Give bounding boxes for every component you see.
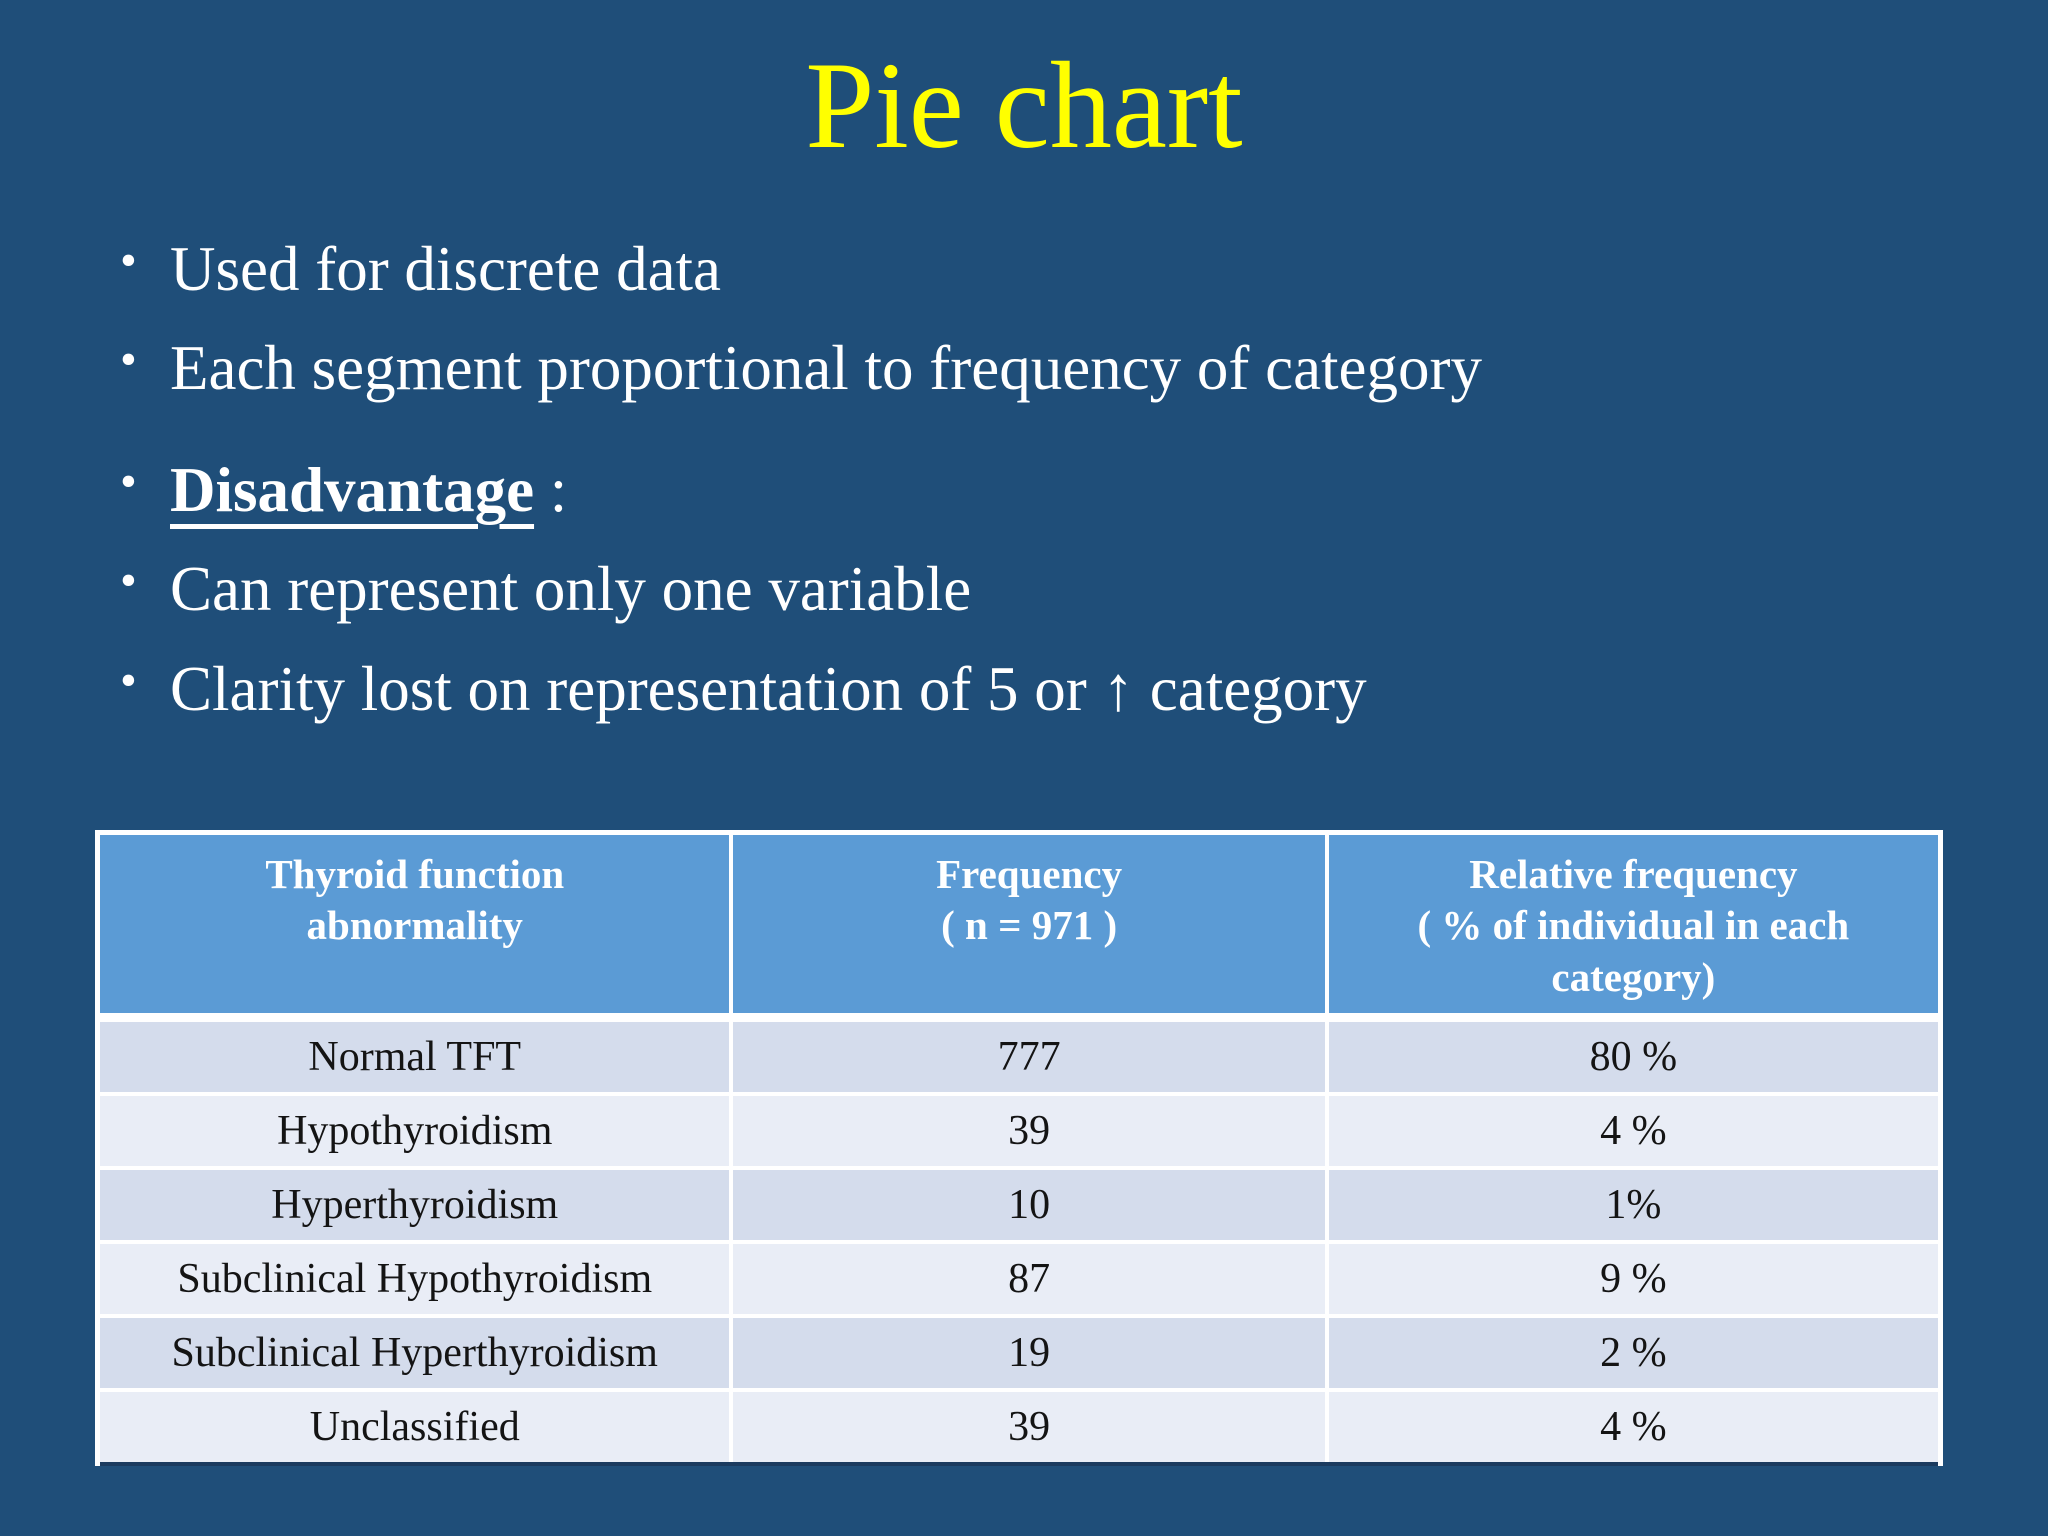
column-header-relative-frequency: Relative frequency ( % of individual in … (1324, 830, 1943, 1022)
table-cell: 1% (1324, 1165, 1943, 1244)
bullet-text: Used for discrete data (170, 234, 722, 304)
table-cell: 2 % (1324, 1313, 1943, 1392)
bullet-text: Can represent only one variable (170, 554, 972, 625)
table-row: Hypothyroidism 39 4 % (95, 1091, 1943, 1170)
table-cell: 39 (729, 1387, 1329, 1466)
bullet-item: Can represent only one variable (118, 556, 1938, 622)
column-header-frequency: Frequency ( n = 971 ) (729, 830, 1329, 1022)
bullet-item: Each segment proportional to frequency o… (118, 335, 1938, 401)
table-cell: 39 (729, 1091, 1329, 1170)
thyroid-frequency-table: Thyroid function abnormality Frequency (… (95, 830, 1943, 1466)
bullet-item: Used for discrete data (118, 236, 1938, 302)
page-title: Pie chart (805, 37, 1243, 174)
table-cell: 4 % (1324, 1387, 1943, 1466)
table-cell: Unclassified (95, 1387, 734, 1466)
table-row: Subclinical Hyperthyroidism 19 2 % (95, 1313, 1943, 1392)
table-cell: 9 % (1324, 1239, 1943, 1318)
table-cell: Normal TFT (95, 1015, 734, 1096)
column-header-abnormality: Thyroid function abnormality (95, 830, 734, 1022)
table-cell: 19 (729, 1313, 1329, 1392)
table-cell: 4 % (1324, 1091, 1943, 1170)
bullet-text: Clarity lost on representation of 5 or ↑… (170, 653, 1367, 724)
bullet-item: Clarity lost on representation of 5 or ↑… (118, 653, 1938, 724)
table-row: Subclinical Hypothyroidism 87 9 % (95, 1239, 1943, 1318)
table-cell: Subclinical Hyperthyroidism (95, 1313, 734, 1392)
table-cell: 87 (729, 1239, 1329, 1318)
bullet-list: Used for discrete data Each segment prop… (118, 236, 1938, 755)
table-cell: Hypothyroidism (95, 1091, 734, 1170)
table-cell: Subclinical Hypothyroidism (95, 1239, 734, 1318)
table-header-row: Thyroid function abnormality Frequency (… (95, 830, 1943, 1022)
table-cell: 80 % (1324, 1015, 1943, 1096)
table-cell: Hyperthyroidism (95, 1165, 734, 1244)
table-row: Unclassified 39 4 % (95, 1387, 1943, 1466)
bullet-text: Each segment proportional to frequency o… (170, 333, 1482, 404)
table-cell: 777 (729, 1015, 1329, 1096)
table-cell: 10 (729, 1165, 1329, 1244)
bullet-item-disadvantage: Disadvantage : (118, 457, 1938, 523)
table-row: Normal TFT 777 80 % (95, 1015, 1943, 1096)
disadvantage-colon: : (534, 455, 568, 526)
disadvantage-heading: Disadvantage (170, 455, 535, 526)
table-row: Hyperthyroidism 10 1% (95, 1165, 1943, 1244)
